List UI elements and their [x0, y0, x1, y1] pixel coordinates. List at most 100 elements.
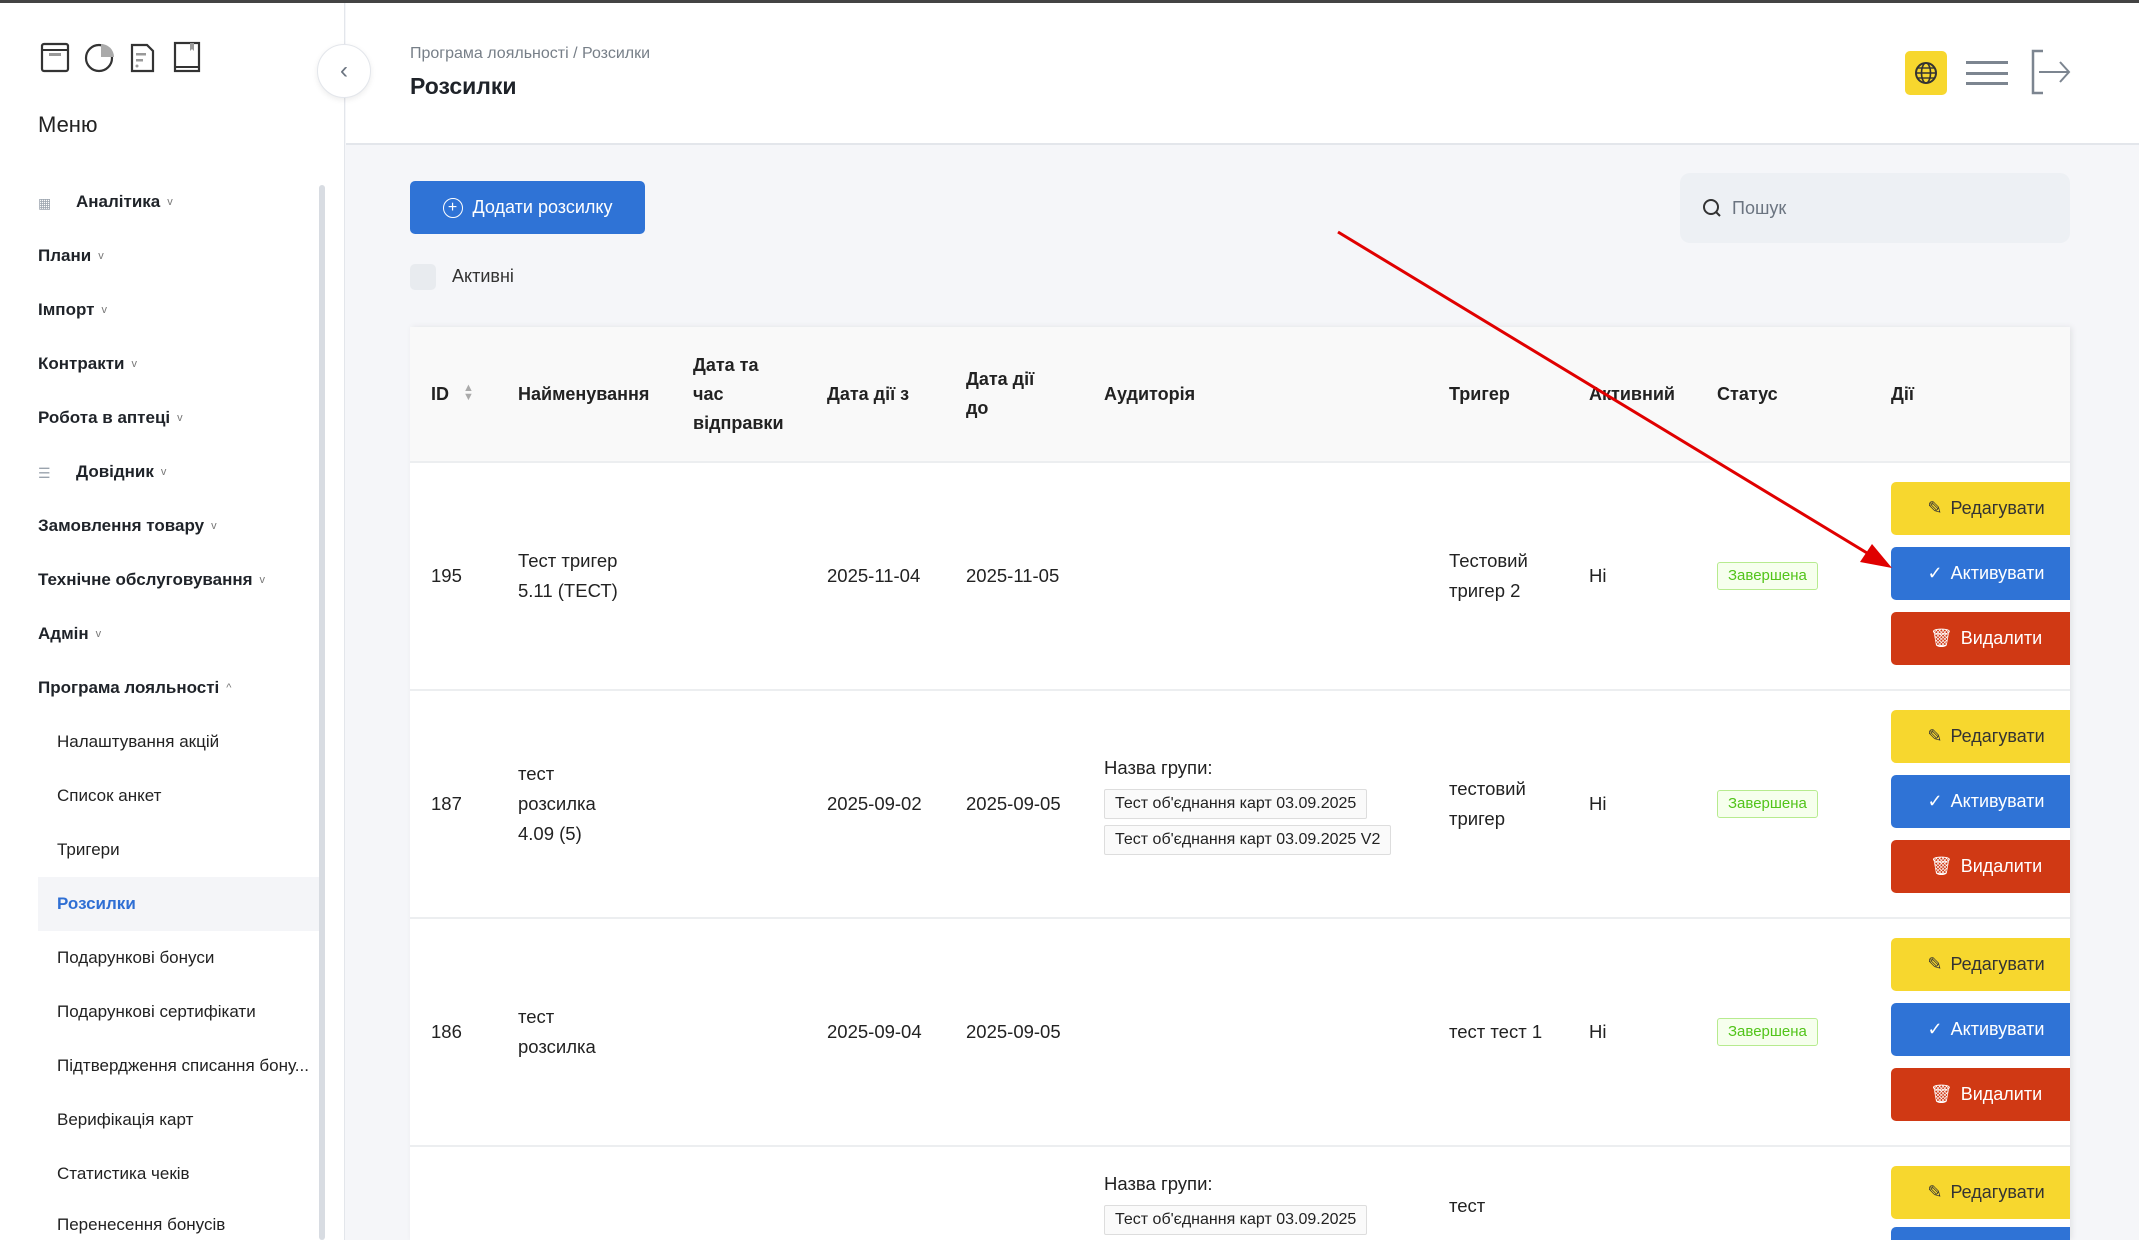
- window-top-border: [0, 0, 2139, 3]
- edit-button-label: Редагувати: [1950, 1182, 2045, 1202]
- cell-from: 2025-09-04: [827, 1021, 922, 1042]
- cell-id: 187: [431, 793, 462, 814]
- group-tag: Тест об'єднання карт 03.09.2025: [1104, 1205, 1368, 1235]
- delete-button[interactable]: 🗑 Видалити: [1891, 612, 2070, 665]
- sidebar-item-label: Контракти: [38, 354, 125, 373]
- chevron-down-icon: v: [177, 412, 183, 424]
- sidebar-item[interactable]: Робота в аптеці v: [38, 391, 321, 445]
- edit-button[interactable]: ✎ Редагувати: [1891, 482, 2070, 535]
- delete-button-label: Видалити: [1960, 628, 2043, 648]
- table-row: тест Назва групи: Тест об'єднання карт 03.…: [410, 1145, 2070, 1240]
- group-tag: Тест об'єднання карт 03.09.2025 V2: [1104, 825, 1392, 855]
- chevron-down-icon: v: [167, 196, 173, 208]
- activate-button[interactable]: ✓ Активувати: [1891, 775, 2070, 828]
- activate-button[interactable]: ✓ Активувати: [1891, 1003, 2070, 1056]
- sidebar-subitem[interactable]: Статистика чеків: [57, 1164, 190, 1183]
- breadcrumb[interactable]: Програма лояльності / Розсилки: [410, 45, 651, 62]
- cell-name: тест розсилка: [518, 1006, 596, 1057]
- cell-active: Ні: [1589, 793, 1607, 814]
- chevron-left-icon: ‹: [340, 57, 348, 84]
- logout-icon[interactable]: [2031, 49, 2071, 95]
- check-icon: ✓: [1927, 1019, 1943, 1039]
- grid-icon: ▦: [38, 195, 52, 211]
- chevron-down-icon: v: [95, 628, 102, 640]
- page-title: Розсилки: [410, 73, 517, 99]
- search-input[interactable]: [1732, 197, 2052, 219]
- table-row: 187 тест розсилка 4.09 (5) 2025-09-02 2025-…: [410, 689, 2070, 917]
- archive-icon[interactable]: [40, 40, 70, 74]
- cell-audience: Назва групи: Тест об'єднання карт 03.09.2…: [1104, 1169, 1368, 1235]
- sort-icon[interactable]: ▲ ▼: [463, 382, 474, 403]
- sidebar-subitem[interactable]: Подарункові бонуси: [57, 948, 215, 967]
- delete-button-label: Видалити: [1960, 856, 2043, 876]
- sidebar-subitem[interactable]: Розсилки: [38, 877, 321, 931]
- language-button[interactable]: [1905, 51, 1947, 95]
- delete-button[interactable]: 🗑 Видалити: [1891, 840, 2070, 893]
- cell-id: 195: [431, 565, 462, 586]
- sidebar-item-label: Довідник: [76, 462, 154, 481]
- pie-chart-icon[interactable]: [84, 40, 114, 74]
- edit-button[interactable]: ✎ Редагувати: [1891, 710, 2070, 763]
- sidebar-subitem[interactable]: Тригери: [57, 840, 120, 859]
- column-header: Дата дії з: [827, 383, 910, 404]
- activate-button-label: Активувати: [1950, 1019, 2045, 1039]
- search-box[interactable]: [1680, 173, 2070, 243]
- delete-button[interactable]: 🗑 Видалити: [1891, 1068, 2070, 1121]
- activate-button-label: Активувати: [1950, 563, 2045, 583]
- column-header: Дата та час відправки: [693, 354, 784, 433]
- edit-button[interactable]: ✎ Редагувати: [1891, 1166, 2070, 1219]
- active-filter-label: Активні: [452, 266, 514, 286]
- table-header: ID ▲ ▼ Найменування Дата та час відправки Дат…: [410, 327, 2070, 461]
- cell-from: 2025-09-02: [827, 793, 922, 814]
- sidebar-subitem[interactable]: Налаштування акцій: [57, 732, 220, 751]
- cell-status: Завершена: [1717, 463, 1818, 689]
- edit-button[interactable]: ✎ Редагувати: [1891, 938, 2070, 991]
- cell-active: Ні: [1589, 565, 1607, 586]
- edit-button-label: Редагувати: [1950, 498, 2045, 518]
- sidebar-item[interactable]: ☰ Довідник v: [38, 445, 321, 499]
- sidebar-scrollbar[interactable]: [319, 185, 325, 1240]
- sidebar-item[interactable]: Адмін v: [38, 607, 321, 661]
- hamburger-icon[interactable]: [1966, 61, 2008, 85]
- sidebar-subitem[interactable]: Подарункові сертифікати: [57, 1002, 256, 1021]
- collapse-sidebar-button[interactable]: ‹: [317, 44, 371, 98]
- trash-icon: 🗑: [1929, 856, 1953, 876]
- row-actions: ✎ Редагувати: [1891, 1166, 2070, 1240]
- column-header: Аудиторія: [1104, 383, 1196, 404]
- globe-icon: [1915, 62, 1937, 84]
- cell-name: тест розсилка 4.09 (5): [518, 763, 596, 844]
- chevron-down-icon: v: [101, 304, 107, 316]
- cell-audience: Назва групи: Тест об'єднання карт 03.09.2…: [1104, 691, 1392, 917]
- pencil-icon: ✎: [1927, 726, 1943, 746]
- sidebar-item[interactable]: Імпорт v: [38, 283, 321, 337]
- column-header[interactable]: ID: [431, 383, 449, 404]
- sidebar-top-icons: [40, 40, 202, 74]
- table-row: 195 Тест тригер 5.11 (ТЕСТ) 2025-11-04 2025…: [410, 461, 2070, 689]
- sidebar-subitem[interactable]: Верифікація карт: [57, 1110, 194, 1129]
- activate-button[interactable]: [1891, 1227, 2070, 1240]
- sidebar-item[interactable]: Плани v: [38, 229, 321, 283]
- add-mailing-button[interactable]: + Додати розсилку: [410, 181, 645, 234]
- sidebar-item-label: Технічне обслуговування: [38, 570, 253, 589]
- sidebar-subitem[interactable]: Список анкет: [57, 786, 162, 805]
- sidebar-item[interactable]: Замовлення товару v: [38, 499, 321, 553]
- sidebar-item[interactable]: Технічне обслуговування v: [38, 553, 321, 607]
- sidebar-subitem[interactable]: Підтвердження списання бону...: [57, 1056, 309, 1075]
- cell-id: 186: [431, 1021, 462, 1042]
- book-icon[interactable]: [172, 40, 202, 74]
- list-icon: ☰: [38, 465, 51, 481]
- chevron-down-icon: v: [131, 358, 137, 370]
- active-filter-checkbox[interactable]: [410, 264, 436, 290]
- chevron-down-icon: v: [259, 574, 266, 586]
- sidebar-item[interactable]: Програма лояльності ^: [38, 661, 321, 715]
- sidebar-nav: ▦ Аналітика v Плани v Імпорт v Контракти v Робота…: [38, 175, 321, 1239]
- activate-button[interactable]: ✓ Активувати: [1891, 547, 2070, 600]
- document-icon[interactable]: [128, 40, 158, 74]
- audience-label: Назва групи:: [1104, 757, 1213, 778]
- sidebar-item[interactable]: Контракти v: [38, 337, 321, 391]
- sidebar-item[interactable]: ▦ Аналітика v: [38, 175, 321, 229]
- sidebar-subitem[interactable]: Перенесення бонусів: [57, 1215, 226, 1234]
- cell-trigger: тест тест 1: [1449, 1021, 1543, 1042]
- trash-icon: 🗑: [1929, 628, 1953, 648]
- sidebar-item-label: Імпорт: [38, 300, 95, 319]
